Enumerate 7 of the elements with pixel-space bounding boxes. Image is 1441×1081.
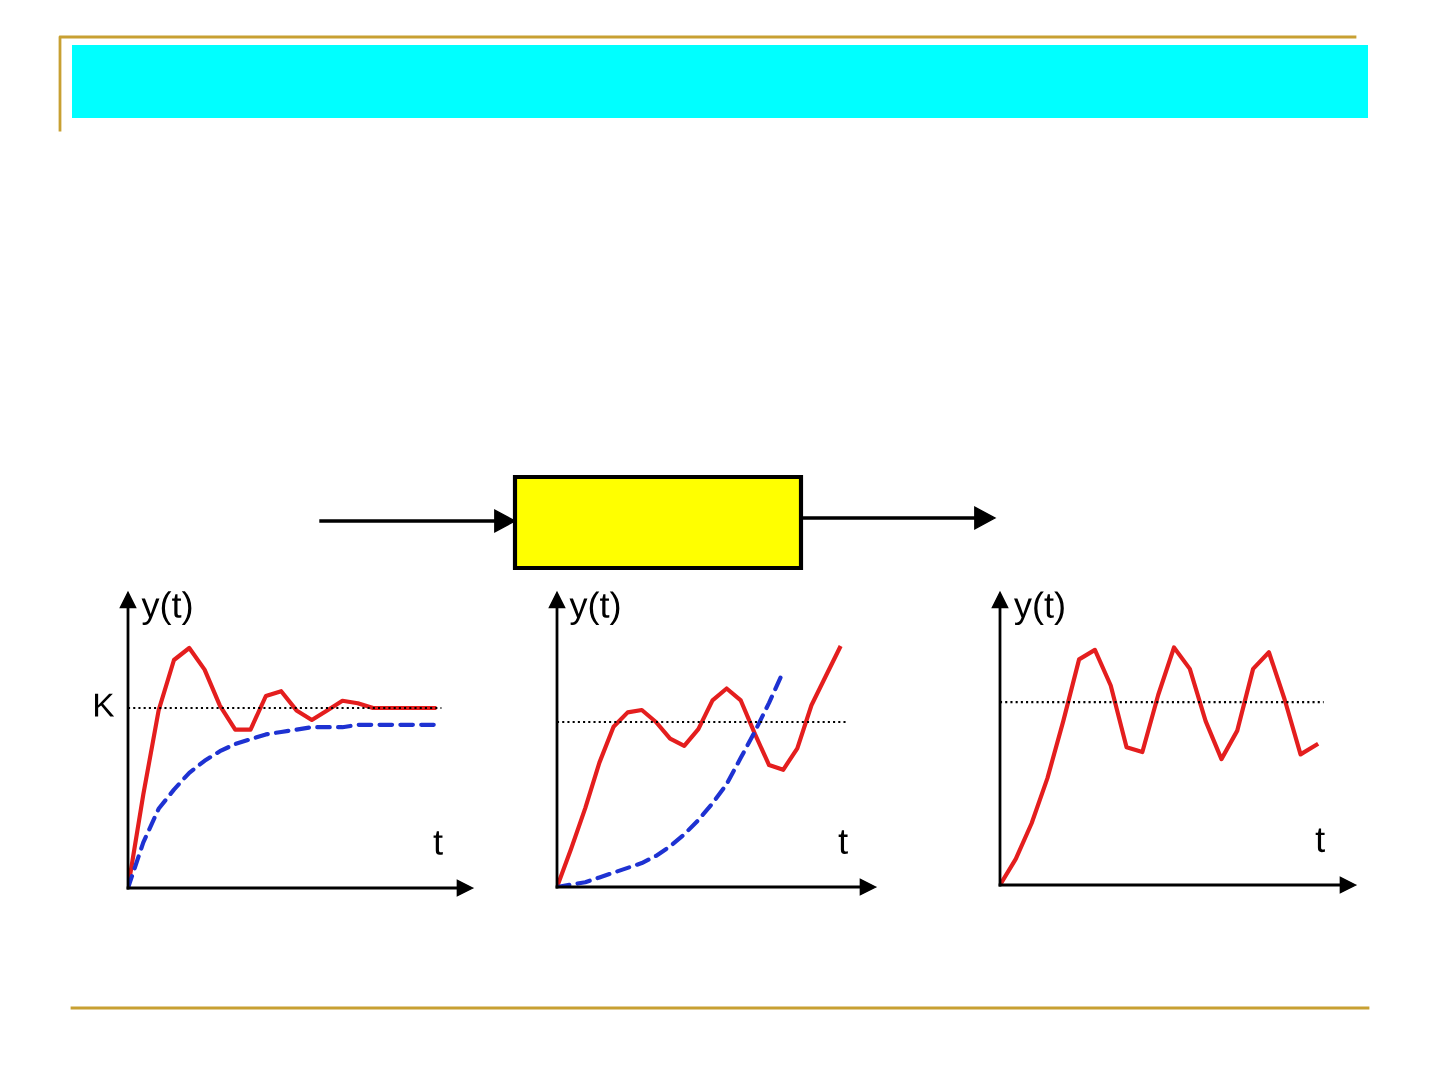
y-axis-title: y(t) bbox=[569, 591, 620, 626]
x-axis-title: t bbox=[1315, 828, 1325, 853]
x-axis-title: t bbox=[433, 831, 443, 855]
y-axis-title: y(t) bbox=[1014, 591, 1064, 626]
x-axis-title: t bbox=[838, 830, 848, 854]
ref-line-label: K bbox=[95, 693, 115, 717]
y-axis-title: y(t) bbox=[141, 591, 192, 626]
